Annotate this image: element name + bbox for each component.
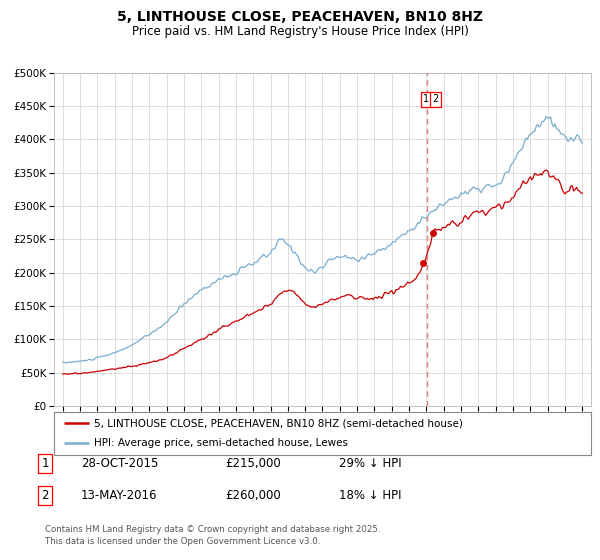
Text: HPI: Average price, semi-detached house, Lewes: HPI: Average price, semi-detached house,… xyxy=(94,438,348,448)
Text: 2: 2 xyxy=(432,95,438,105)
Text: 5, LINTHOUSE CLOSE, PEACEHAVEN, BN10 8HZ: 5, LINTHOUSE CLOSE, PEACEHAVEN, BN10 8HZ xyxy=(117,10,483,24)
Text: Contains HM Land Registry data © Crown copyright and database right 2025.
This d: Contains HM Land Registry data © Crown c… xyxy=(45,525,380,546)
Text: 28-OCT-2015: 28-OCT-2015 xyxy=(81,457,158,470)
Text: Price paid vs. HM Land Registry's House Price Index (HPI): Price paid vs. HM Land Registry's House … xyxy=(131,25,469,38)
Text: 1: 1 xyxy=(41,457,49,470)
Text: 29% ↓ HPI: 29% ↓ HPI xyxy=(339,457,401,470)
Text: 13-MAY-2016: 13-MAY-2016 xyxy=(81,489,157,502)
Text: 2: 2 xyxy=(41,489,49,502)
Text: 18% ↓ HPI: 18% ↓ HPI xyxy=(339,489,401,502)
Text: £260,000: £260,000 xyxy=(225,489,281,502)
Text: 1: 1 xyxy=(424,95,430,105)
Text: £215,000: £215,000 xyxy=(225,457,281,470)
Text: 5, LINTHOUSE CLOSE, PEACEHAVEN, BN10 8HZ (semi-detached house): 5, LINTHOUSE CLOSE, PEACEHAVEN, BN10 8HZ… xyxy=(94,418,463,428)
